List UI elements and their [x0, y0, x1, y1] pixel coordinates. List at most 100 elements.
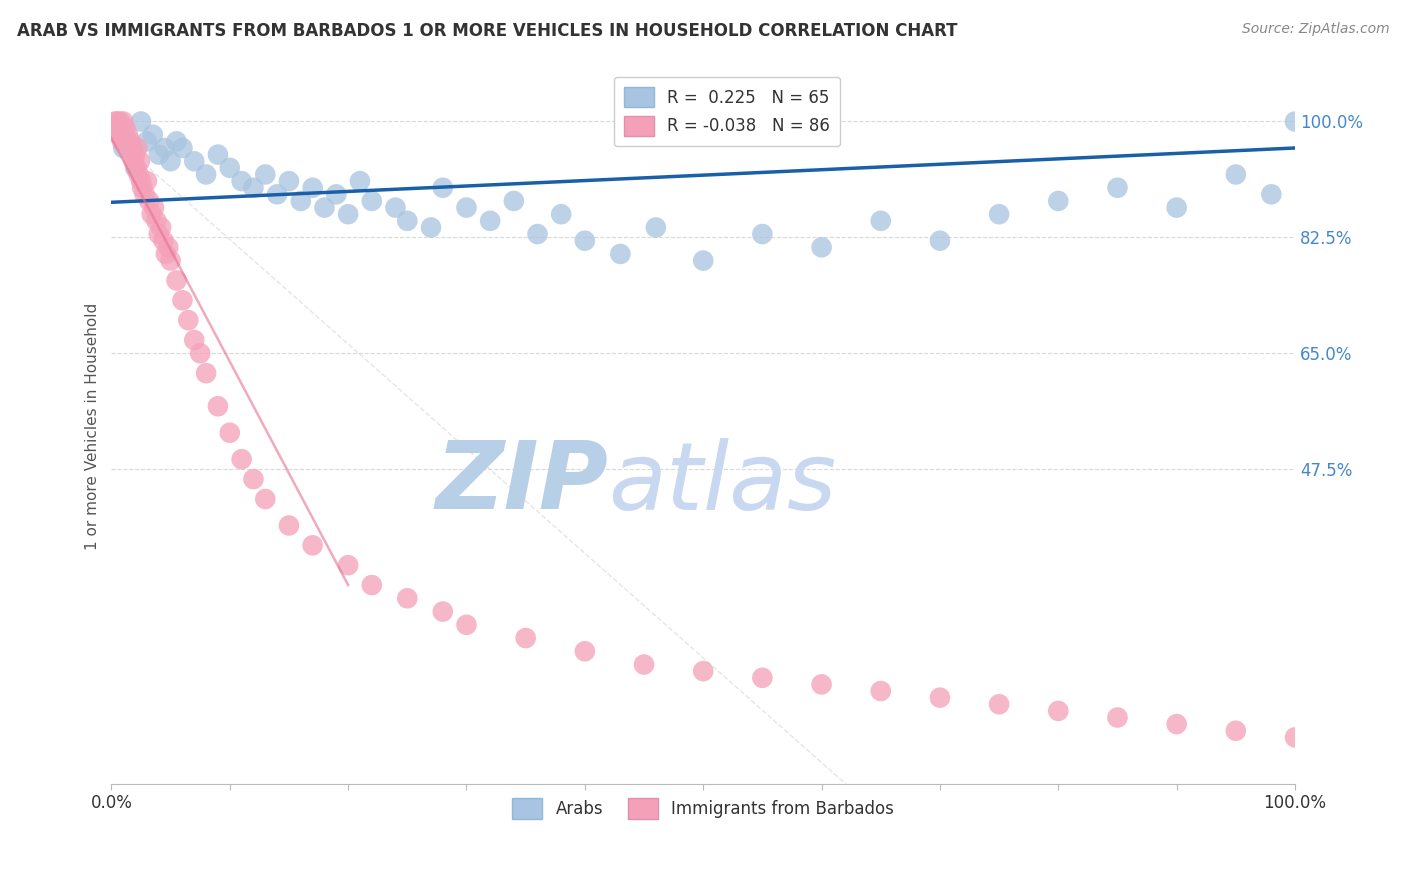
Point — [515, 631, 537, 645]
Point — [117, 128, 139, 142]
Point — [195, 168, 218, 182]
Legend: Arabs, Immigrants from Barbados: Arabs, Immigrants from Barbados — [506, 792, 901, 825]
Point — [526, 227, 548, 241]
Point — [692, 253, 714, 268]
Point — [114, 121, 136, 136]
Point — [135, 134, 157, 148]
Point — [432, 180, 454, 194]
Point — [122, 154, 145, 169]
Point — [502, 194, 524, 208]
Point — [692, 664, 714, 678]
Point — [384, 201, 406, 215]
Point — [105, 114, 128, 128]
Point — [751, 227, 773, 241]
Point — [148, 227, 170, 241]
Point — [188, 346, 211, 360]
Point — [456, 617, 478, 632]
Point — [479, 214, 502, 228]
Point — [1047, 194, 1070, 208]
Point — [207, 399, 229, 413]
Point — [869, 214, 891, 228]
Point — [1260, 187, 1282, 202]
Point — [810, 677, 832, 691]
Point — [314, 201, 336, 215]
Point — [153, 141, 176, 155]
Point — [150, 220, 173, 235]
Point — [159, 154, 181, 169]
Point — [112, 114, 135, 128]
Point — [105, 121, 128, 136]
Point — [141, 207, 163, 221]
Point — [218, 425, 240, 440]
Point — [107, 128, 129, 142]
Point — [290, 194, 312, 208]
Point — [152, 234, 174, 248]
Point — [574, 644, 596, 658]
Point — [172, 293, 194, 308]
Point — [242, 180, 264, 194]
Point — [134, 187, 156, 202]
Point — [118, 141, 141, 155]
Point — [254, 168, 277, 182]
Point — [325, 187, 347, 202]
Point — [143, 201, 166, 215]
Text: Source: ZipAtlas.com: Source: ZipAtlas.com — [1241, 22, 1389, 37]
Point — [396, 591, 419, 606]
Point — [129, 174, 152, 188]
Point — [128, 154, 150, 169]
Point — [1107, 180, 1129, 194]
Point — [115, 134, 138, 148]
Point — [254, 491, 277, 506]
Point — [1225, 168, 1247, 182]
Point — [360, 194, 382, 208]
Point — [183, 333, 205, 347]
Point — [127, 141, 149, 155]
Point — [135, 174, 157, 188]
Point — [1284, 731, 1306, 745]
Point — [609, 247, 631, 261]
Point — [396, 214, 419, 228]
Point — [124, 161, 146, 175]
Point — [195, 366, 218, 380]
Point — [988, 698, 1011, 712]
Point — [337, 558, 360, 573]
Point — [148, 147, 170, 161]
Point — [266, 187, 288, 202]
Point — [121, 147, 143, 161]
Point — [360, 578, 382, 592]
Point — [111, 134, 134, 148]
Point — [125, 161, 148, 175]
Point — [869, 684, 891, 698]
Text: ZIP: ZIP — [436, 437, 609, 529]
Point — [183, 154, 205, 169]
Point — [231, 452, 253, 467]
Point — [172, 141, 194, 155]
Point — [112, 141, 135, 155]
Point — [138, 194, 160, 208]
Text: atlas: atlas — [609, 438, 837, 529]
Point — [574, 234, 596, 248]
Point — [142, 128, 165, 142]
Point — [108, 114, 131, 128]
Point — [166, 273, 188, 287]
Point — [420, 220, 443, 235]
Point — [633, 657, 655, 672]
Point — [159, 253, 181, 268]
Point — [155, 247, 177, 261]
Point — [644, 220, 666, 235]
Point — [456, 201, 478, 215]
Point — [1047, 704, 1070, 718]
Point — [278, 518, 301, 533]
Point — [157, 240, 180, 254]
Point — [110, 121, 132, 136]
Point — [1284, 114, 1306, 128]
Point — [218, 161, 240, 175]
Point — [301, 538, 323, 552]
Point — [550, 207, 572, 221]
Point — [231, 174, 253, 188]
Point — [301, 180, 323, 194]
Point — [929, 234, 952, 248]
Point — [1225, 723, 1247, 738]
Point — [929, 690, 952, 705]
Point — [177, 313, 200, 327]
